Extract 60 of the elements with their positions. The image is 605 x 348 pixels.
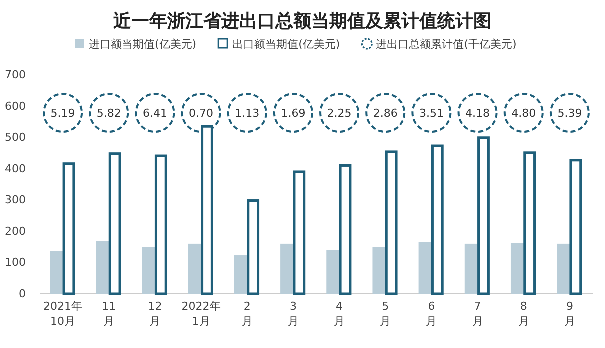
- bar: [234, 256, 248, 294]
- x-tick-label: 2021年 10月: [44, 300, 83, 328]
- bar: [201, 125, 214, 296]
- annotation: 4.18: [466, 107, 490, 120]
- bar: [372, 247, 386, 294]
- y-tick-label: 100: [5, 256, 26, 270]
- bar: [280, 244, 294, 294]
- y-tick-label: 500: [5, 131, 26, 144]
- x-tick-label: 5 月: [380, 300, 392, 328]
- annotation: 0.70: [189, 107, 214, 120]
- x-tick-label: 2 月: [242, 300, 253, 328]
- bar: [339, 164, 352, 296]
- annotation: 2.25: [327, 107, 352, 120]
- bar: [142, 247, 156, 294]
- annotation: 1.13: [235, 107, 260, 120]
- chart-title: 近一年浙江省进出口总额当期值及累计值统计图: [112, 11, 492, 32]
- annotation: 3.51: [419, 107, 444, 120]
- annotation: 1.69: [281, 107, 306, 120]
- x-tick-label: 4 月: [334, 300, 346, 328]
- bar: [154, 154, 168, 296]
- bar: [478, 136, 490, 296]
- bar: [50, 251, 64, 294]
- annotation: 5.82: [96, 107, 122, 120]
- y-tick-label: 0: [19, 288, 26, 301]
- bar: [431, 144, 444, 296]
- bar: [188, 244, 202, 294]
- x-tick-label: 6 月: [426, 300, 438, 328]
- x-tick-label: 7 月: [472, 300, 484, 328]
- bar: [510, 243, 524, 294]
- x-tick-label: 9 月: [564, 300, 576, 328]
- legend-label: 进口额当期值(亿美元): [89, 38, 197, 51]
- annotation: 5.39: [558, 107, 582, 120]
- bar: [247, 200, 260, 296]
- y-tick-label: 600: [5, 100, 26, 113]
- y-tick-label: 700: [5, 68, 26, 82]
- bar: [557, 244, 570, 294]
- y-tick-label: 200: [5, 224, 26, 238]
- x-tick-label: 2022年 1月: [182, 300, 221, 328]
- bar: [96, 241, 110, 294]
- bar: [570, 159, 582, 296]
- bar: [385, 150, 398, 296]
- bar: [108, 152, 122, 296]
- legend-label: 出口额当期值(亿美元): [232, 38, 340, 51]
- bar: [418, 242, 432, 294]
- y-tick-label: 400: [5, 162, 26, 176]
- x-tick-label: 3 月: [288, 300, 299, 328]
- bar: [293, 170, 306, 296]
- annotation: 5.19: [50, 107, 76, 120]
- x-tick-label: 12 月: [148, 300, 162, 328]
- bar: [326, 250, 340, 294]
- bar: [62, 162, 76, 296]
- bar: [464, 244, 478, 294]
- bar: [524, 152, 536, 296]
- y-tick-label: 300: [5, 194, 26, 207]
- annotation: 2.86: [373, 107, 398, 120]
- annotation: 6.41: [142, 107, 168, 120]
- x-tick-label: 11 月: [102, 300, 116, 328]
- text: 进出口总额累计值(千亿美元): [376, 38, 517, 51]
- annotation: 4.80: [512, 107, 536, 120]
- x-tick-label: 8 月: [518, 300, 530, 328]
